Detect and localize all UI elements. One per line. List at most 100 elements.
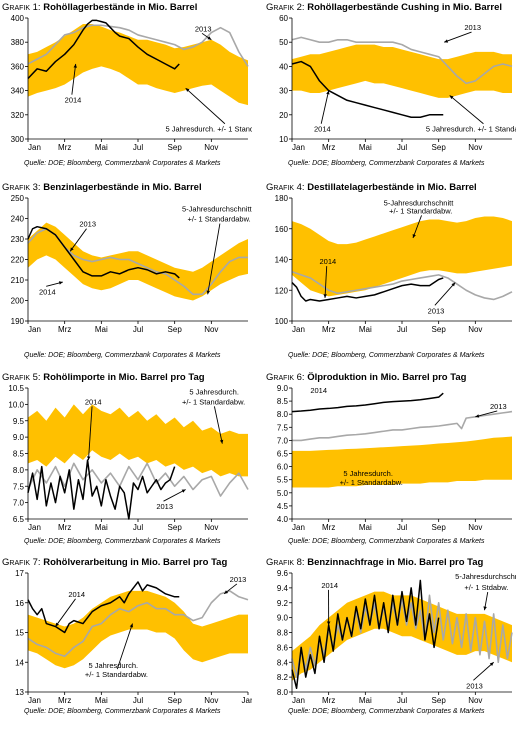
y-tick-label: 8.5 <box>13 450 25 459</box>
x-tick-label: Jul <box>397 523 407 532</box>
chart-title: Grafik 5: Rohölimporte in Mio. Barrel pr… <box>2 372 205 383</box>
x-tick-label: Mai <box>359 696 372 705</box>
annotation-label: 2013 <box>490 402 507 411</box>
annotation-label: +/- 1 Stdabw. <box>464 583 508 592</box>
y-tick-label: 240 <box>11 215 25 224</box>
x-tick-label: Jan <box>292 143 305 152</box>
chart-number: Grafik 6: <box>266 372 305 383</box>
chart-title-text: Rohölimporte in Mio. Barrel pro Tag <box>43 372 204 383</box>
y-tick-label: 9.6 <box>277 569 289 578</box>
chart-source: Quelle: DOE; Bloomberg, Commerzbank Corp… <box>24 160 220 167</box>
x-tick-label: Mai <box>359 143 372 152</box>
y-tick-label: 8.2 <box>277 673 289 682</box>
y-tick-label: 210 <box>11 276 25 285</box>
chart-source: Quelle: DOE; Bloomberg, Commerzbank Corp… <box>288 352 484 359</box>
chart-number: Grafik 5: <box>2 372 41 383</box>
annotation-arrow <box>56 599 76 627</box>
annotation-label: 2013 <box>156 502 173 511</box>
y-tick-label: 220 <box>11 256 25 265</box>
annotation-label: 2014 <box>85 397 102 406</box>
x-tick-label: Nov <box>204 696 218 705</box>
annotation-label: 2013 <box>466 681 483 690</box>
y-tick-label: 8.8 <box>277 629 289 638</box>
chart-source: Quelle: DOE; Bloomberg, Commerzbank Corp… <box>288 708 484 715</box>
annotation-label: 2013 <box>464 23 481 32</box>
chart-panel-5: Grafik 5: Rohölimporte in Mio. Barrel pr… <box>2 372 252 552</box>
y-tick-label: 8.6 <box>277 643 289 652</box>
x-tick-label: Nov <box>204 325 218 334</box>
chart-title: Grafik 3: Benzinlagerbestände in Mio. Ba… <box>2 182 202 193</box>
y-tick-label: 13 <box>15 688 24 697</box>
annotation-label: 5-Jahresdurchschnitt <box>182 204 252 213</box>
annotation-arrow <box>473 662 493 680</box>
y-tick-label: 4.5 <box>277 502 289 511</box>
annotation-arrowhead <box>323 294 326 298</box>
annotation-label: 5 Jahresdurch. <box>189 388 239 397</box>
annotation-label: +/- 1 Standardabw. <box>389 206 452 215</box>
y-tick-label: 380 <box>11 38 25 47</box>
x-tick-label: Sep <box>168 325 183 334</box>
y-tick-label: 180 <box>275 194 289 203</box>
x-tick-label: Jul <box>397 325 407 334</box>
x-tick-label: Jan <box>28 143 41 152</box>
chart-title-text: Rohöllagerbestände Cushing in Mio. Barre… <box>307 2 502 13</box>
x-tick-label: Mrz <box>58 325 71 334</box>
band-area <box>28 223 248 301</box>
x-tick-label: Jan <box>28 523 41 532</box>
y-tick-label: 5.5 <box>277 476 289 485</box>
x-tick-label: Mrz <box>322 523 335 532</box>
y-tick-label: 230 <box>11 235 25 244</box>
annotation-label: 2013 <box>79 220 96 229</box>
annotation-label: 2014 <box>68 590 85 599</box>
annotation-label: 2014 <box>321 581 338 590</box>
x-tick-label: Nov <box>468 325 482 334</box>
x-tick-label: Sep <box>432 325 447 334</box>
x-tick-label: Mrz <box>58 696 71 705</box>
y-tick-label: 10.5 <box>8 384 24 393</box>
y-tick-label: 7.5 <box>13 482 25 491</box>
chart-title: Grafik 2: Rohöllagerbestände Cushing in … <box>266 2 502 13</box>
x-tick-label: Mrz <box>58 523 71 532</box>
annotation-arrow <box>321 91 328 124</box>
chart-title-text: Rohölverarbeitung in Mio. Barrel pro Tag <box>43 557 227 568</box>
annotation-arrow <box>435 283 455 306</box>
band-area <box>28 24 248 105</box>
band-area <box>292 45 512 98</box>
annotation-label: +/- 1 Standardabw. <box>188 215 251 224</box>
y-tick-label: 7.0 <box>277 436 289 445</box>
annotation-label: 2013 <box>428 306 445 315</box>
chart-panel-6: Grafik 6: Ölproduktion in Mio. Barrel pr… <box>266 372 516 552</box>
chart-number: Grafik 2: <box>266 2 305 13</box>
annotation-arrow <box>444 32 471 42</box>
chart-panel-1: Grafik 1: Rohöllagerbestände in Mio. Bar… <box>2 2 252 182</box>
x-tick-label: Nov <box>204 143 218 152</box>
annotation-label: 2013 <box>195 24 212 33</box>
chart-title: Grafik 1: Rohöllagerbestände in Mio. Bar… <box>2 2 197 13</box>
chart-title-text: Ölproduktion in Mio. Barrel pro Tag <box>307 372 466 383</box>
x-tick-label: Nov <box>468 523 482 532</box>
y-tick-label: 9.0 <box>13 433 25 442</box>
annotation-label: 2014 <box>310 386 327 395</box>
x-tick-label: Nov <box>468 696 482 705</box>
series-line-2014 <box>28 460 175 519</box>
annotation-label: 2014 <box>314 125 331 134</box>
chart-number: Grafik 3: <box>2 182 41 193</box>
chart-title-text: Rohöllagerbestände in Mio. Barrel <box>43 2 197 13</box>
y-tick-label: 6.5 <box>13 515 25 524</box>
chart-source: Quelle: DOE; Bloomberg, Commerzbank Corp… <box>24 708 220 715</box>
y-tick-label: 9.5 <box>13 417 25 426</box>
y-tick-label: 40 <box>279 62 288 71</box>
x-tick-label: Jul <box>133 143 143 152</box>
x-tick-label: Nov <box>204 523 218 532</box>
x-tick-label: Sep <box>168 143 183 152</box>
chart-svg: 1314151617JanMrzMaiJulSepNovJan201420135… <box>2 569 252 705</box>
y-tick-label: 300 <box>11 135 25 144</box>
annotation-arrow <box>186 88 225 124</box>
x-tick-label: Sep <box>168 696 183 705</box>
x-tick-label: Sep <box>168 523 183 532</box>
